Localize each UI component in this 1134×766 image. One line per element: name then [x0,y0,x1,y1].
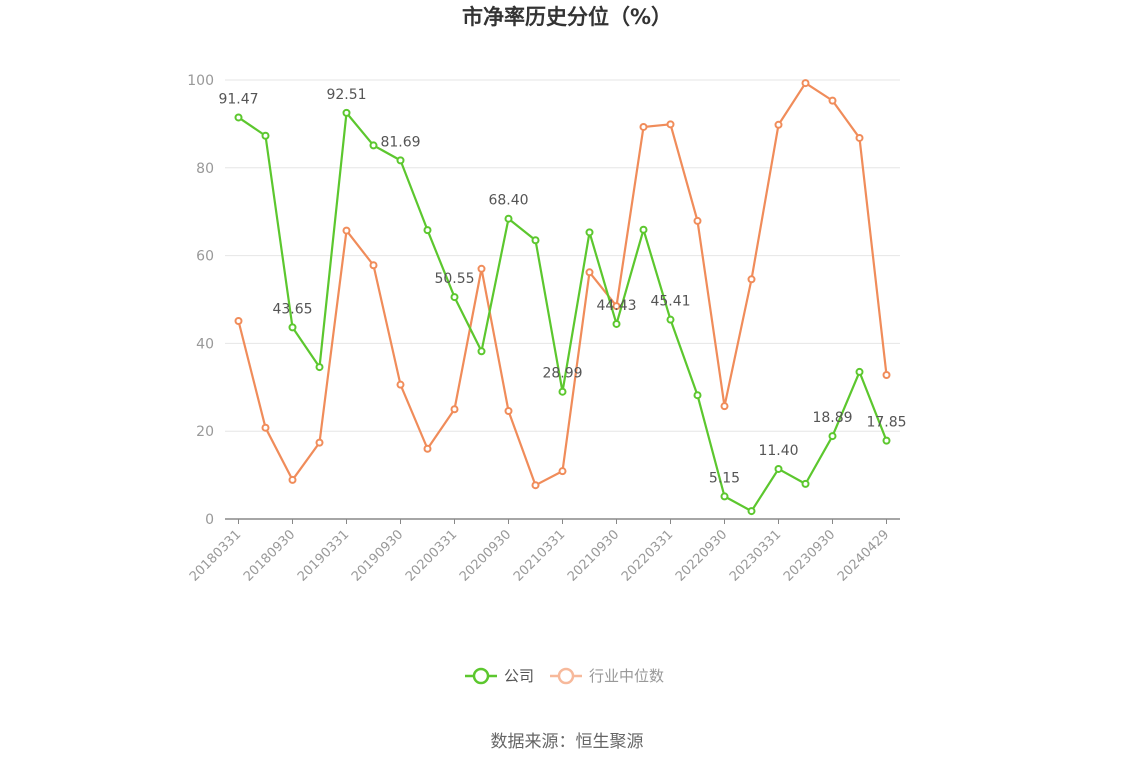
series-0-point-12[interactable] [558,387,567,396]
series-0-point-11[interactable] [531,236,540,245]
series-1-point-24[interactable] [882,371,891,380]
series-1-point-6[interactable] [396,380,405,389]
series-1-point-1[interactable] [261,423,270,432]
legend-label-0: 公司 [504,667,534,685]
data-label-2: 43.65 [272,301,312,317]
legend-item-1[interactable]: 行业中位数 [550,667,664,685]
series-1-point-23[interactable] [855,133,864,142]
data-label-8: 50.55 [434,271,474,287]
x-tick-label-20180331: 20180331 [187,527,244,584]
series-0-point-17[interactable] [693,391,702,400]
x-tick-label-20210331: 20210331 [511,527,568,584]
series-1-point-16[interactable] [666,120,675,129]
data-labels: 91.47 43.65 92.51 81.69 50.55 68.40 28.99 44.43… [218,87,906,487]
x-tick-label-20200930: 20200930 [457,527,514,584]
series-1-point-4[interactable] [342,226,351,235]
series-0-point-3[interactable] [315,363,324,372]
y-tick-label-0: 0 [205,512,214,528]
series-1-point-0[interactable] [234,317,243,326]
series-0-point-15[interactable] [639,225,648,234]
series-0-point-2[interactable] [288,323,297,332]
series-0-point-0[interactable] [234,113,243,122]
series-1-point-10[interactable] [504,407,513,416]
data-label-12: 28.99 [542,366,582,382]
series-0-point-9[interactable] [477,347,486,356]
series-1-point-8[interactable] [450,405,459,414]
series-0-point-5[interactable] [369,141,378,150]
series-1-point-21[interactable] [801,79,810,88]
series-1-point-19[interactable] [747,275,756,284]
legend-marker-0 [472,667,490,685]
series-0-point-16[interactable] [666,315,675,324]
series-0-point-6[interactable] [396,156,405,165]
series-1-point-12[interactable] [558,467,567,476]
series-0-point-24[interactable] [882,436,891,445]
x-tick-label-20180930: 20180930 [241,527,298,584]
series-line-1 [237,81,888,487]
series-1-point-3[interactable] [315,438,324,447]
series-1-point-7[interactable] [423,444,432,453]
x-tick-label-20220930: 20220930 [673,527,730,584]
series-1-point-18[interactable] [720,402,729,411]
data-label-4: 92.51 [326,87,366,103]
legend-marker-1 [557,667,575,685]
data-label-14: 44.43 [596,298,636,314]
series-0-point-23[interactable] [855,367,864,376]
x-tick-label-20230930: 20230930 [781,527,838,584]
legend[interactable]: 公司 行业中位数 [465,667,664,685]
data-label-16: 45.41 [650,294,690,310]
data-label-20: 11.40 [758,443,798,459]
series-1-point-2[interactable] [288,475,297,484]
series-0-point-1[interactable] [261,131,270,140]
x-tick-label-20220331: 20220331 [619,527,676,584]
series-0-point-19[interactable] [747,507,756,516]
source-note: 数据来源：恒生聚源 [491,732,644,752]
x-tick-label-20230331: 20230331 [727,527,784,584]
series-1-point-17[interactable] [693,216,702,225]
series-layer [234,79,891,516]
legend-label-1: 行业中位数 [589,667,664,685]
series-1-point-9[interactable] [477,264,486,273]
x-tick-label-20190331: 20190331 [295,527,352,584]
series-0-point-22[interactable] [828,432,837,441]
series-0-point-14[interactable] [612,319,621,328]
chart-title: 市净率历史分位（%） [462,5,672,29]
series-1-point-15[interactable] [639,122,648,131]
series-0-point-21[interactable] [801,479,810,488]
series-1-point-20[interactable] [774,120,783,129]
grid [225,79,900,432]
series-0-point-13[interactable] [585,228,594,237]
series-1-point-11[interactable] [531,481,540,490]
data-label-22: 18.89 [812,410,852,426]
x-tick-label-20210930: 20210930 [565,527,622,584]
series-0-point-10[interactable] [504,214,513,223]
y-tick-label-60: 60 [196,249,214,265]
series-1-point-13[interactable] [585,268,594,277]
x-tick-label-20200331: 20200331 [403,527,460,584]
series-0-point-18[interactable] [720,492,729,501]
series-0-point-20[interactable] [774,464,783,473]
series-0-point-4[interactable] [342,108,351,117]
data-label-18: 5.15 [709,470,740,486]
series-1-point-14[interactable] [612,302,621,311]
x-tick-label-20240429: 20240429 [835,527,892,584]
series-1-point-5[interactable] [369,261,378,270]
y-tick-label-20: 20 [196,424,214,440]
data-label-6: 81.69 [380,134,420,150]
series-1-point-22[interactable] [828,96,837,105]
data-label-0: 91.47 [218,91,258,107]
y-tick-label-100: 100 [187,73,214,89]
x-tick-label-20190930: 20190930 [349,527,406,584]
data-label-10: 68.40 [488,193,528,209]
y-tick-label-80: 80 [196,161,214,177]
legend-item-0[interactable]: 公司 [465,667,534,685]
series-0-point-8[interactable] [450,293,459,302]
y-tick-label-40: 40 [196,336,214,352]
series-0-point-7[interactable] [423,226,432,235]
data-label-24: 17.85 [866,415,906,431]
